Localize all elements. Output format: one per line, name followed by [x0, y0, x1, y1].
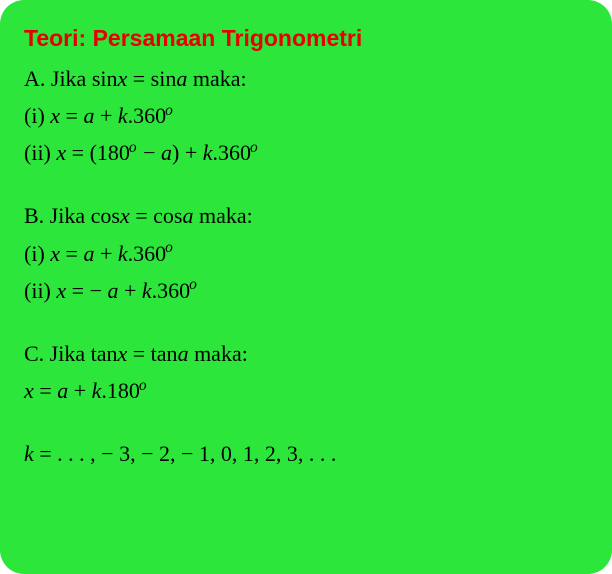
text: (ii) [24, 140, 56, 165]
var-x: x [118, 341, 128, 366]
text: + [118, 278, 141, 303]
text: .360 [152, 278, 191, 303]
text: = . . . , − 3, − 2, − 1, 0, 1, 2, 3, . .… [34, 441, 337, 466]
text: − [138, 140, 161, 165]
card-title: Teori: Persamaan Trigonometri [24, 20, 588, 57]
section-b-heading: B. Jika cosx = cosa maka: [24, 172, 588, 233]
text: maka: [193, 203, 252, 228]
text: .360 [128, 103, 167, 128]
var-a: a [161, 140, 172, 165]
text: A. Jika sin [24, 66, 118, 91]
var-a: a [83, 103, 94, 128]
text: = sin [127, 66, 176, 91]
var-x: x [56, 278, 66, 303]
text: = − [66, 278, 107, 303]
var-x: x [50, 103, 60, 128]
degree-symbol: o [189, 276, 197, 293]
text: (i) [24, 103, 50, 128]
var-k: k [203, 140, 213, 165]
degree-symbol: o [139, 377, 147, 394]
text: + [94, 241, 117, 266]
k-values-line: k = . . . , − 3, − 2, − 1, 0, 1, 2, 3, .… [24, 410, 588, 471]
section-a-line1: (i) x = a + k.360o [24, 98, 588, 133]
text: = [34, 378, 57, 403]
text: + [94, 103, 117, 128]
text: = cos [130, 203, 183, 228]
text: + [68, 378, 91, 403]
var-k: k [92, 378, 102, 403]
var-k: k [24, 441, 34, 466]
var-x: x [50, 241, 60, 266]
text: maka: [189, 341, 248, 366]
var-k: k [142, 278, 152, 303]
var-a: a [178, 341, 189, 366]
text: C. Jika tan [24, 341, 118, 366]
section-a-line2: (ii) x = (180o − a) + k.360o [24, 135, 588, 170]
text: ) + [172, 140, 203, 165]
text: .360 [128, 241, 167, 266]
var-a: a [182, 203, 193, 228]
var-k: k [118, 241, 128, 266]
degree-symbol: o [165, 239, 173, 256]
math-theory-card: Teori: Persamaan Trigonometri A. Jika si… [0, 0, 612, 574]
var-a: a [83, 241, 94, 266]
section-b-line1: (i) x = a + k.360o [24, 236, 588, 271]
text: = tan [127, 341, 177, 366]
text: = [60, 103, 83, 128]
text: .360 [213, 140, 252, 165]
section-c-line1: x = a + k.180o [24, 373, 588, 408]
section-b-line2: (ii) x = − a + k.360o [24, 273, 588, 308]
text: maka: [187, 66, 246, 91]
text: (i) [24, 241, 50, 266]
degree-symbol: o [250, 139, 258, 156]
degree-symbol: o [129, 139, 137, 156]
var-x: x [118, 66, 128, 91]
var-k: k [118, 103, 128, 128]
var-x: x [56, 140, 66, 165]
var-a: a [176, 66, 187, 91]
var-x: x [120, 203, 130, 228]
var-a: a [107, 278, 118, 303]
section-a-heading: A. Jika sinx = sina maka: [24, 61, 588, 96]
var-a: a [57, 378, 68, 403]
text: .180 [101, 378, 140, 403]
text: B. Jika cos [24, 203, 120, 228]
text: (ii) [24, 278, 56, 303]
text: = [60, 241, 83, 266]
var-x: x [24, 378, 34, 403]
text: = (180 [66, 140, 130, 165]
section-c-heading: C. Jika tanx = tana maka: [24, 310, 588, 371]
degree-symbol: o [165, 102, 173, 119]
